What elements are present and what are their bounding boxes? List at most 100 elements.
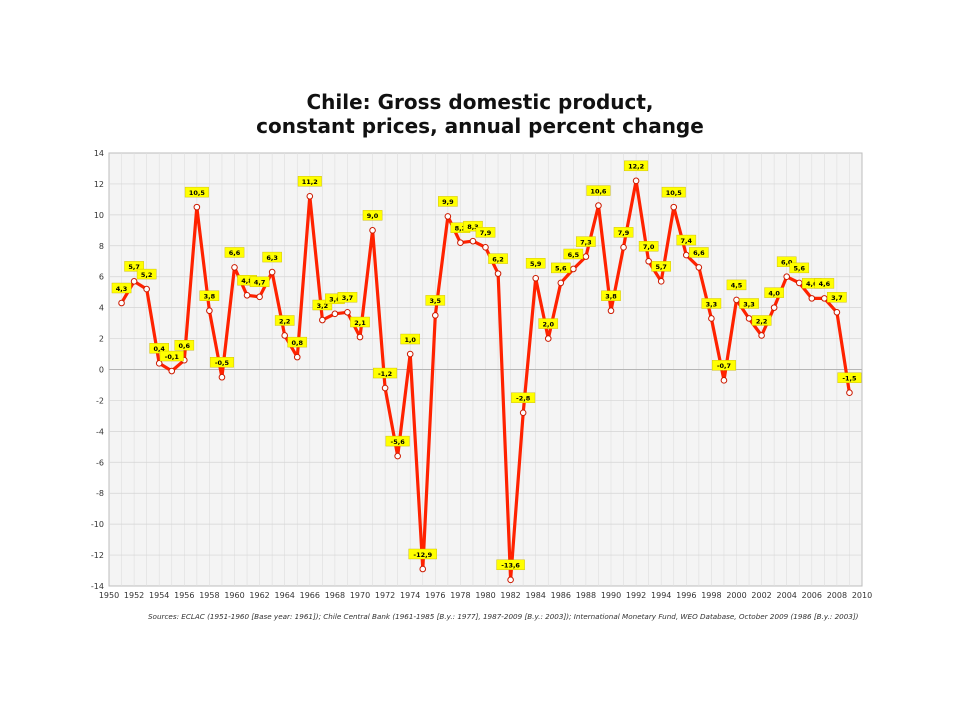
- data-point: [758, 332, 765, 339]
- data-label-box: [624, 160, 649, 172]
- data-point: [331, 310, 339, 318]
- y-tick-label: 2: [99, 335, 104, 344]
- data-point: [544, 335, 552, 342]
- y-tick-label: 0: [99, 366, 104, 375]
- data-point: [319, 316, 326, 324]
- data-point: [369, 227, 376, 234]
- y-tick-label: -8: [96, 489, 104, 498]
- data-label-box: [661, 186, 686, 198]
- data-label: -0,1: [165, 353, 180, 361]
- data-point: [193, 203, 201, 211]
- data-label-box: [249, 276, 270, 288]
- data-label: 4,8: [241, 277, 253, 285]
- data-point: [457, 239, 464, 246]
- data-label: 2,2: [279, 317, 291, 325]
- data-point: [118, 299, 125, 307]
- x-tick-label: 1994: [651, 591, 671, 600]
- data-point: [482, 244, 489, 251]
- data-label-box: [425, 295, 446, 306]
- data-label-box: [400, 333, 421, 345]
- data-point: [206, 307, 213, 315]
- data-label: 6,6: [693, 249, 705, 257]
- data-label: 2,0: [542, 320, 554, 328]
- data-label-box: [287, 336, 308, 348]
- data-label: -13,6: [501, 562, 520, 570]
- data-label-box: [586, 185, 611, 196]
- data-label-box: [551, 262, 571, 274]
- data-point: [469, 237, 477, 245]
- data-label-box: [199, 290, 220, 301]
- data-label: 4,6: [819, 280, 831, 288]
- data-point: [808, 295, 816, 302]
- data-point: [833, 308, 841, 316]
- data-label-box: [312, 299, 333, 311]
- data-label: -0,5: [215, 359, 230, 367]
- data-label: 4,3: [116, 285, 128, 293]
- data-label-box: [209, 357, 234, 368]
- data-label: 10,5: [666, 189, 683, 197]
- data-label: 6,5: [568, 251, 580, 259]
- data-label: 5,2: [141, 271, 153, 279]
- data-label: 0,8: [291, 339, 303, 347]
- data-label-box: [297, 176, 322, 187]
- data-label: 5,7: [128, 263, 140, 271]
- data-label-box: [463, 220, 483, 232]
- data-label: 9,0: [367, 212, 379, 220]
- data-point: [494, 270, 502, 277]
- data-label: 6,0: [781, 259, 793, 267]
- chart-title-line-1: Chile: Gross domestic product,: [306, 90, 654, 114]
- data-label: 2,2: [756, 317, 768, 325]
- data-label: 6,2: [492, 255, 504, 263]
- data-point: [519, 409, 527, 417]
- data-label-box: [789, 262, 810, 274]
- data-label-box: [563, 248, 584, 260]
- data-label-box: [651, 261, 671, 272]
- data-point: [557, 279, 565, 287]
- data-point: [708, 315, 715, 322]
- x-tick-label: 1984: [526, 591, 546, 600]
- data-label-box: [408, 548, 437, 560]
- data-point: [507, 576, 514, 584]
- data-label-box: [174, 340, 195, 351]
- data-point: [231, 264, 238, 271]
- data-point: [218, 373, 226, 381]
- x-tick-label: 1968: [325, 591, 345, 600]
- data-point: [394, 452, 401, 460]
- data-label: -1,2: [378, 370, 392, 378]
- x-tick-label: 1976: [425, 591, 445, 600]
- y-tick-label: -12: [91, 551, 104, 560]
- data-label-box: [638, 241, 659, 252]
- data-label: 3,5: [430, 297, 442, 305]
- data-label: 3,8: [605, 293, 617, 301]
- data-label: 4,6: [806, 280, 818, 288]
- data-point: [344, 308, 351, 316]
- data-label: -12,9: [413, 551, 432, 559]
- data-label-box: [726, 279, 747, 291]
- data-label-box: [496, 559, 525, 571]
- data-point: [432, 312, 439, 319]
- data-label: 7,3: [580, 238, 592, 246]
- data-label: 3,3: [743, 300, 755, 308]
- data-point: [444, 213, 452, 220]
- x-tick-label: 1966: [300, 591, 320, 600]
- data-label: 0,6: [179, 342, 191, 350]
- data-label-box: [385, 435, 410, 447]
- data-point: [695, 264, 703, 271]
- data-point: [281, 332, 289, 339]
- data-point: [168, 367, 176, 375]
- data-point: [670, 203, 678, 211]
- data-point: [745, 315, 753, 322]
- data-label: -5,6: [391, 438, 406, 446]
- chart-source-note: Sources: ECLAC (1951-1960 [Base year: 19…: [148, 612, 859, 621]
- data-label-box: [224, 247, 245, 258]
- data-point: [770, 304, 778, 311]
- data-label: 7,9: [618, 229, 630, 237]
- data-label: 8,2: [455, 224, 467, 232]
- data-label-box: [438, 196, 458, 207]
- data-point: [570, 265, 577, 273]
- data-point: [143, 285, 150, 293]
- x-tick-label: 2002: [751, 591, 771, 600]
- data-label: 9,9: [442, 198, 454, 206]
- data-label: 12,2: [628, 163, 644, 171]
